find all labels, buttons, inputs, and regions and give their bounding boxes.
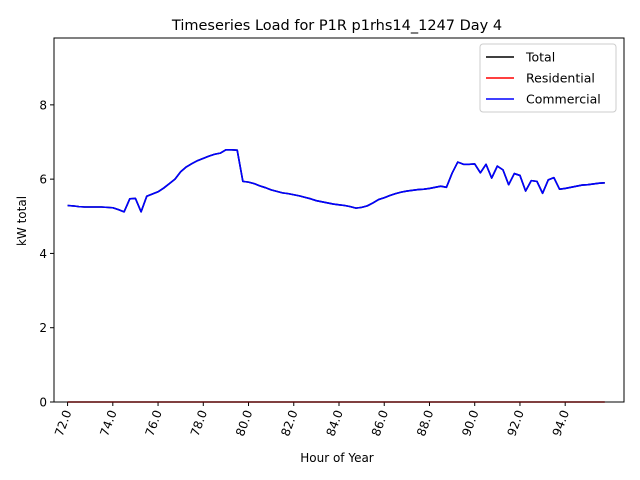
y-axis: 0 2 4 6 8: [39, 98, 54, 410]
series-line-commercial: [67, 149, 605, 213]
x-axis-label: Hour of Year: [300, 451, 374, 465]
legend-label-residential: Residential: [526, 71, 595, 86]
y-tick-label: 0: [39, 396, 47, 410]
legend-label-commercial: Commercial: [526, 92, 601, 107]
plot-frame: [53, 37, 625, 403]
y-tick-label: 6: [39, 173, 47, 187]
y-axis-label: kW total: [15, 196, 29, 246]
legend-box: [479, 43, 617, 113]
y-tick-label: 8: [39, 98, 47, 112]
legend-label-total: Total: [525, 50, 555, 65]
y-tick-label: 2: [39, 321, 47, 335]
legend: Total Residential Commercial: [479, 43, 617, 113]
chart-title: Timeseries Load for P1R p1rhs14_1247 Day…: [171, 18, 502, 34]
y-tick-label: 4: [39, 247, 47, 261]
